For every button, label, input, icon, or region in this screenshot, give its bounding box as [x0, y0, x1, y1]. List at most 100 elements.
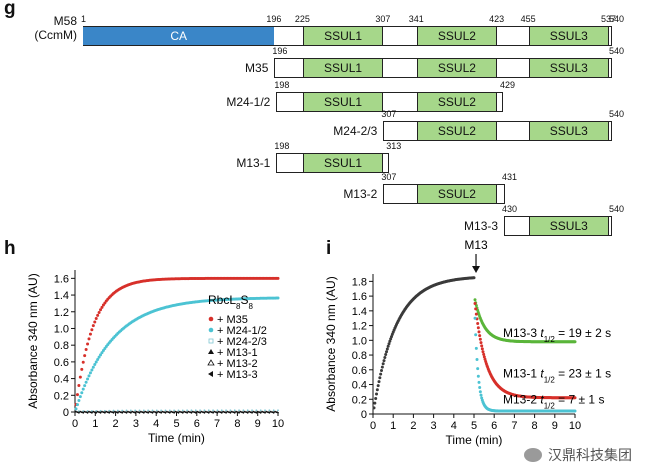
- watermark-text: 汉鼎科技集团: [548, 447, 632, 463]
- data-point: [170, 410, 173, 413]
- data-point: [112, 411, 115, 414]
- data-point: [197, 411, 200, 414]
- data-point: [246, 411, 249, 414]
- data-point: [194, 409, 197, 412]
- x-tick-label: 1: [92, 418, 98, 430]
- data-point: [200, 410, 203, 413]
- data-point: [223, 411, 226, 414]
- y-tick-label: 0.4: [352, 380, 367, 392]
- data-point: [199, 409, 201, 412]
- data-point: [78, 395, 82, 399]
- half-life-part: t: [540, 366, 544, 380]
- data-point: [148, 410, 151, 413]
- y-tick-label: 0: [63, 407, 69, 419]
- data-point: [255, 409, 258, 412]
- data-point: [99, 353, 103, 357]
- x-tick-label: 10: [272, 418, 284, 430]
- x-tick-label: 4: [153, 418, 159, 430]
- data-point: [103, 411, 106, 414]
- data-point: [255, 411, 258, 414]
- data-point: [83, 354, 87, 358]
- data-point: [380, 369, 384, 373]
- data-point: [77, 384, 81, 388]
- construct-bar: CA SSUL1 SSUL2 SSUL3: [83, 26, 612, 46]
- data-point: [83, 384, 87, 388]
- data-point: [242, 411, 245, 414]
- data-point: [108, 409, 111, 412]
- data-point: [129, 409, 132, 412]
- data-point: [116, 411, 119, 414]
- y-tick-label: 0.2: [352, 394, 367, 406]
- residue-number: 307: [375, 14, 391, 24]
- construct-name-alt: (CcmM): [34, 28, 77, 42]
- y-tick-label: 0.2: [54, 390, 69, 402]
- data-point: [267, 411, 269, 414]
- data-point: [385, 350, 389, 354]
- residue-number: 196: [272, 46, 288, 56]
- data-point: [168, 411, 171, 414]
- construct-name: M13-2: [343, 187, 378, 201]
- construct-name: M13-1: [236, 156, 271, 170]
- data-point: [153, 410, 155, 413]
- data-point: [74, 407, 78, 411]
- legend-entry: + M24-2/3: [217, 336, 267, 348]
- data-point: [145, 411, 148, 414]
- y-tick-label: 0.6: [54, 357, 69, 369]
- arrow-head: [472, 266, 481, 273]
- data-point: [276, 276, 280, 280]
- data-point: [114, 410, 116, 413]
- data-point: [100, 351, 104, 355]
- data-point: [164, 411, 167, 414]
- data-point: [88, 410, 90, 413]
- data-point: [99, 308, 103, 312]
- data-point: [239, 410, 242, 413]
- data-point: [242, 409, 245, 412]
- x-tick-label: 8: [532, 420, 538, 432]
- residue-number: 423: [489, 14, 505, 24]
- data-point: [144, 410, 147, 413]
- data-point: [183, 410, 186, 413]
- data-point: [215, 411, 217, 414]
- data-point: [202, 411, 204, 414]
- data-point: [97, 310, 101, 314]
- construct-bar: SSUL2: [383, 184, 505, 204]
- data-point: [233, 409, 236, 412]
- data-point: [128, 411, 131, 414]
- data-point: [372, 406, 376, 410]
- data-point: [147, 411, 150, 414]
- y-tick-label: 1.2: [352, 321, 367, 333]
- data-point: [78, 375, 82, 379]
- data-point: [85, 411, 88, 414]
- data-point: [245, 411, 248, 414]
- data-point: [122, 410, 125, 413]
- construct-name: M58: [53, 14, 77, 28]
- residue-number: 341: [408, 14, 424, 24]
- data-point: [111, 411, 113, 414]
- data-point: [173, 409, 176, 412]
- data-point: [277, 409, 279, 412]
- construct-name: M24-2/3: [333, 124, 378, 138]
- data-point: [208, 327, 214, 333]
- data-point: [482, 355, 486, 359]
- y-tick-label: 1.6: [352, 291, 367, 303]
- data-point: [207, 359, 215, 366]
- data-point: [98, 411, 100, 414]
- y-tick-label: 0.6: [352, 365, 367, 377]
- data-point: [161, 410, 164, 413]
- x-tick-label: 5: [173, 418, 179, 430]
- data-point: [476, 374, 480, 378]
- data-point: [118, 410, 121, 413]
- half-life-label: M13-1 t1/2 = 23 ± 1 s: [503, 366, 611, 384]
- data-point: [121, 409, 124, 412]
- construct-bar: SSUL1 SSUL2: [276, 92, 504, 112]
- data-point: [190, 411, 193, 414]
- data-point: [259, 409, 262, 412]
- data-point: [246, 409, 249, 412]
- data-point: [178, 410, 181, 413]
- legend-entry: + M35: [217, 314, 248, 326]
- data-point: [251, 411, 253, 414]
- residue-number: 455: [520, 14, 536, 24]
- data-point: [86, 411, 89, 414]
- x-tick-label: 9: [552, 420, 558, 432]
- data-point: [84, 380, 88, 384]
